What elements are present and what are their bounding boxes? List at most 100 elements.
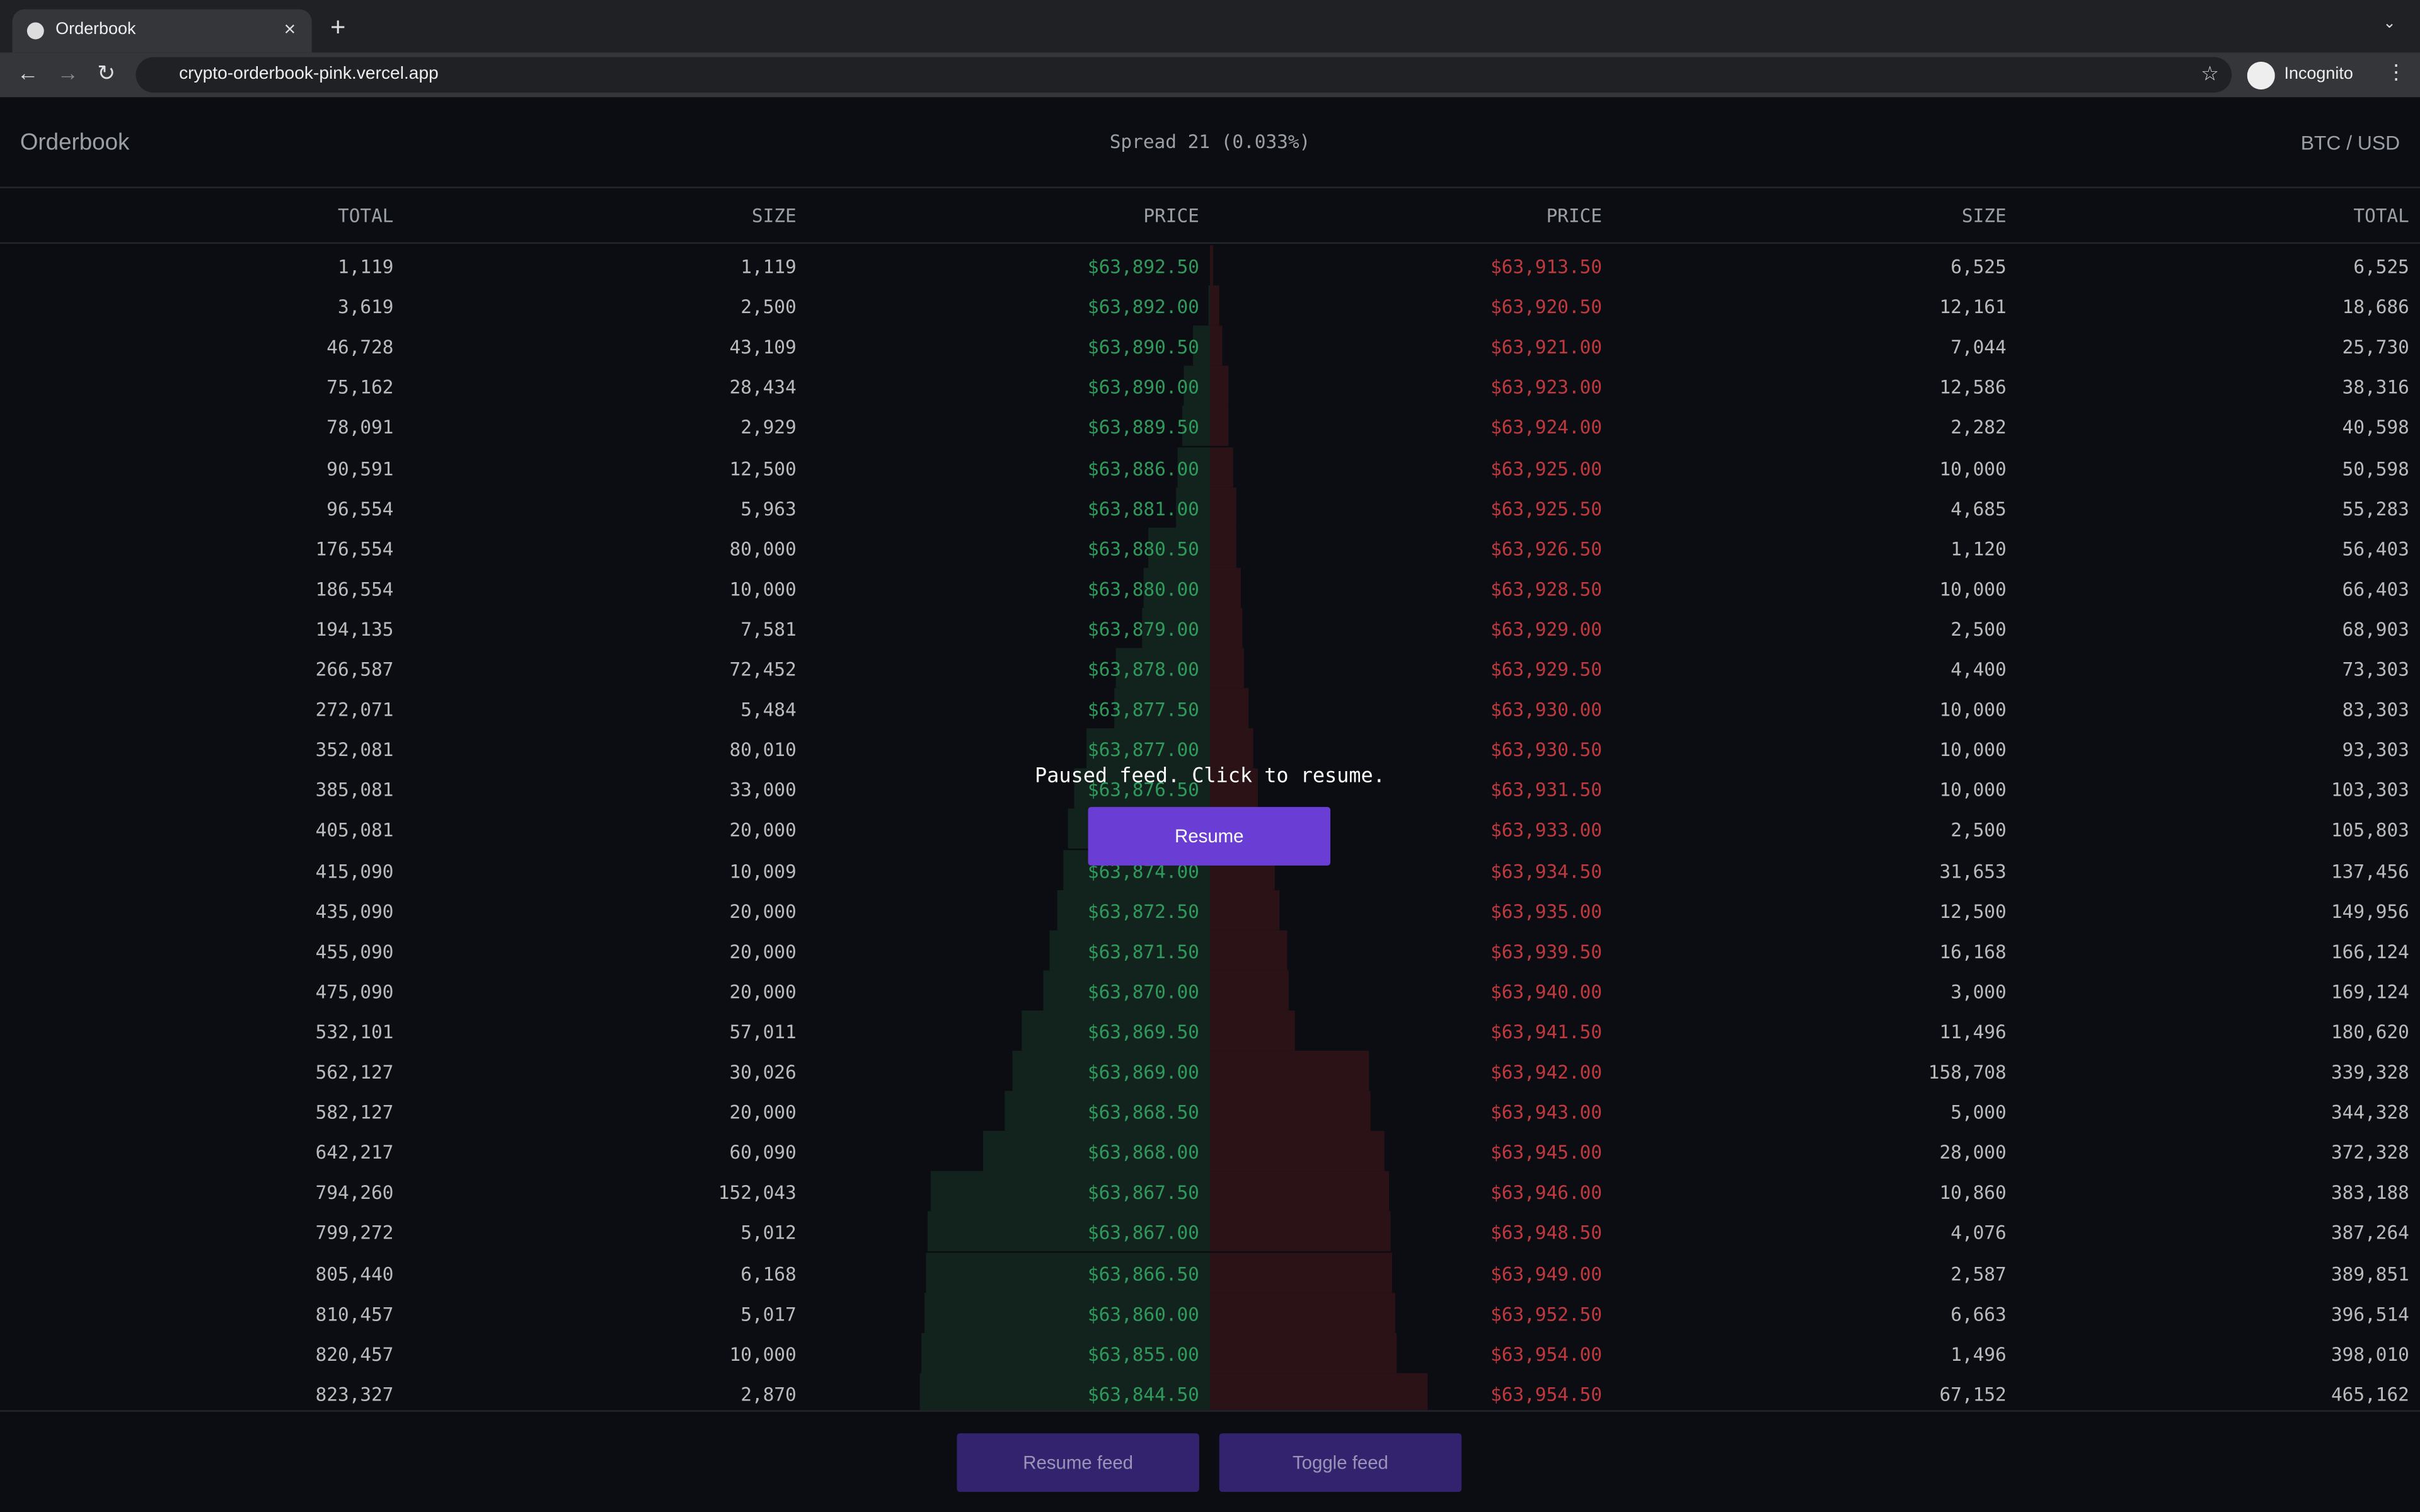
ask-total: 137,456 xyxy=(2331,860,2409,882)
bid-total: 194,135 xyxy=(315,618,394,641)
bookmark[interactable]: ☆ xyxy=(2201,61,2219,85)
title: Orderbook xyxy=(20,129,130,156)
ask-price: $63,924.00 xyxy=(1490,417,1603,439)
bid-depth-bar xyxy=(1049,929,1210,970)
bid-size: 2,929 xyxy=(740,417,797,439)
bid-price: $63,870.00 xyxy=(1087,981,1199,1003)
ask-total: 166,124 xyxy=(2331,941,2409,963)
ask-depth-bar xyxy=(1210,1252,1393,1293)
pair: BTC / USD xyxy=(2300,131,2400,154)
ask-size: 10,000 xyxy=(1939,739,2007,761)
ask-depth-bar xyxy=(1210,1332,1397,1373)
bid-depth-bar xyxy=(1175,486,1210,527)
toggle-feed-button[interactable]: Toggle feed xyxy=(1219,1433,1462,1492)
bid-size: 20,000 xyxy=(729,1101,797,1124)
ask-size: 10,000 xyxy=(1939,699,2007,721)
tab-close[interactable]: × xyxy=(284,16,296,40)
bid-size: 60,090 xyxy=(729,1142,797,1164)
bid-depth-bar xyxy=(1178,446,1210,487)
ask-total: 344,328 xyxy=(2331,1101,2409,1124)
bid-size: 20,000 xyxy=(729,941,797,963)
ask-price: $63,946.00 xyxy=(1490,1182,1603,1204)
resume-button[interactable]: Resume xyxy=(1088,806,1331,866)
bid-size: 2,870 xyxy=(740,1383,797,1406)
ask-price: $63,930.50 xyxy=(1490,739,1603,761)
ask-depth-bar xyxy=(1210,769,1259,810)
resume-feed-button[interactable]: Resume feed xyxy=(957,1433,1199,1492)
ask-size: 2,282 xyxy=(1950,417,2007,439)
ask-depth-bar xyxy=(1210,648,1245,689)
ask-price: $63,921.00 xyxy=(1490,336,1603,358)
bid-depth-bar xyxy=(926,1252,1210,1293)
profile-icon xyxy=(2247,61,2275,90)
ask-depth-bar xyxy=(1210,1050,1369,1091)
footer: Resume feed Toggle feed xyxy=(0,1410,2420,1512)
reload[interactable]: ↻ xyxy=(97,60,116,85)
ask-price: $63,935.00 xyxy=(1490,900,1603,922)
forward[interactable]: → xyxy=(57,60,79,85)
ask-total: 40,598 xyxy=(2342,417,2409,439)
bid-size: 43,109 xyxy=(729,336,797,358)
bid-depth-bar xyxy=(1042,970,1210,1011)
ask-depth-bar xyxy=(1210,285,1219,326)
header: Orderbook Spread 21 (0.033%) BTC / USD xyxy=(0,97,2420,188)
bid-depth-bar xyxy=(928,1211,1210,1252)
bid-price: $63,880.50 xyxy=(1087,537,1199,560)
tab[interactable]: Orderbook × xyxy=(12,9,312,53)
ask-price: $63,949.00 xyxy=(1490,1263,1603,1285)
ask-total: 68,903 xyxy=(2342,618,2409,641)
ask-total: 383,188 xyxy=(2331,1182,2409,1204)
tab-menu[interactable]: ⌄ xyxy=(2383,15,2396,33)
ask-total: 180,620 xyxy=(2331,1021,2409,1043)
url: crypto-orderbook-pink.vercel.app xyxy=(179,64,439,84)
bid-depth-bar xyxy=(1148,527,1210,568)
menu[interactable]: ⋮ xyxy=(2386,60,2406,84)
ask-size: 2,500 xyxy=(1950,820,2007,842)
bid-depth-bar xyxy=(1209,245,1210,286)
bid-depth-bar xyxy=(1114,688,1210,729)
bid-price: $63,872.50 xyxy=(1087,900,1199,922)
ask-price: $63,930.00 xyxy=(1490,699,1603,721)
ask-total: 55,283 xyxy=(2342,498,2409,520)
profile[interactable]: Incognito xyxy=(2284,64,2353,84)
ask-size: 12,586 xyxy=(1939,377,2007,399)
bid-total: 820,457 xyxy=(315,1343,394,1365)
omnibox[interactable]: crypto-orderbook-pink.vercel.app ☆ xyxy=(135,57,2232,93)
paused-message: Paused feed. Click to resume. xyxy=(1035,765,1385,789)
ask-total: 389,851 xyxy=(2331,1263,2409,1285)
ask-size: 67,152 xyxy=(1939,1383,2007,1406)
ask-depth-bar xyxy=(1210,1091,1371,1131)
ask-price: $63,913.50 xyxy=(1490,256,1603,278)
bid-price: $63,890.50 xyxy=(1087,336,1199,358)
bid-total: 1,119 xyxy=(338,256,394,278)
new-tab[interactable]: + xyxy=(330,12,346,42)
bid-size: 7,581 xyxy=(740,618,797,641)
bid-price: $63,892.00 xyxy=(1087,296,1199,318)
ask-price: $63,942.00 xyxy=(1490,1061,1603,1084)
bid-total: 46,728 xyxy=(326,336,394,358)
bid-size: 5,012 xyxy=(740,1222,797,1244)
bid-total: 3,619 xyxy=(338,296,394,318)
ask-total: 339,328 xyxy=(2331,1061,2409,1084)
bid-depth-bar xyxy=(919,1373,1211,1411)
bid-price: $63,866.50 xyxy=(1087,1263,1199,1285)
bid-size: 10,009 xyxy=(729,860,797,882)
ask-price: $63,948.50 xyxy=(1490,1222,1603,1244)
ask-size: 6,663 xyxy=(1950,1303,2007,1325)
back[interactable]: ← xyxy=(16,60,39,85)
ask-depth-bar xyxy=(1210,1010,1295,1051)
bid-total: 352,081 xyxy=(315,739,394,761)
ask-size: 4,400 xyxy=(1950,658,2007,681)
ask-size: 158,708 xyxy=(1928,1061,2007,1084)
ask-depth-bar xyxy=(1210,567,1242,608)
ask-total: 105,803 xyxy=(2331,820,2409,842)
ask-size: 10,000 xyxy=(1939,578,2007,600)
bid-price: $63,881.00 xyxy=(1087,498,1199,520)
tab-strip xyxy=(0,0,2420,53)
bid-size: 80,000 xyxy=(729,537,797,560)
bid-price: $63,889.50 xyxy=(1087,417,1199,439)
ask-total: 66,403 xyxy=(2342,578,2409,600)
bid-depth-bar xyxy=(1182,406,1210,447)
